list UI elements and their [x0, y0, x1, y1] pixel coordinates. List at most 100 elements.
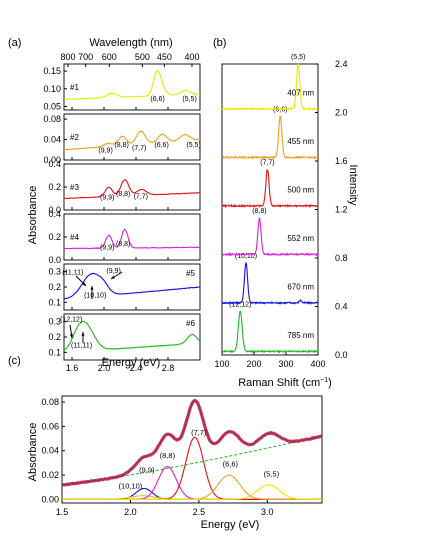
- a-spectrum-2: [63, 130, 201, 151]
- c-component-label: (6,6): [223, 460, 239, 469]
- a-ytick-label: 0.04: [43, 135, 61, 145]
- b-series-label: 500 nm: [287, 186, 314, 195]
- a-ytick-label: 0.2: [48, 232, 61, 242]
- a-ytick-label: 0.2: [48, 282, 61, 292]
- a-peak-label: (12,12): [60, 317, 82, 324]
- b-peak-label: (10,10): [235, 253, 257, 260]
- a-top-tick-label: 400: [184, 52, 199, 62]
- c-component-label: (8,8): [160, 451, 176, 460]
- a-ytick-label: 0.3: [48, 267, 61, 277]
- c-component-label: (5,5): [264, 469, 280, 478]
- a-peak-label: (9,9): [100, 245, 114, 252]
- a-ytick-label: 0.2: [48, 182, 61, 192]
- a-ytick-label: 0.2: [48, 332, 61, 342]
- c-component-(10,10): [62, 487, 322, 500]
- a-ytick-label: 0.10: [43, 84, 61, 94]
- c-xtick-label: 3.0: [261, 507, 274, 517]
- c-ytick-label: 0.00: [41, 494, 59, 504]
- a6-arrow-11-11-head: [81, 332, 85, 336]
- a-sample-name: #6: [186, 319, 195, 328]
- c-measured-spectrum: [61, 398, 323, 487]
- a-xtick-label: 2.8: [162, 363, 175, 373]
- b-peak-label: (5,5): [291, 54, 305, 61]
- a-spectrum-5: [63, 272, 201, 300]
- c-component-(8,8): [62, 465, 322, 500]
- a-ytick-label: 0.1: [48, 347, 61, 357]
- b-frame: [221, 63, 319, 356]
- b-ytick-label: 1.6: [335, 156, 348, 166]
- a-sample-name: #3: [70, 183, 79, 192]
- panel-a-letter: (a): [8, 37, 21, 49]
- a-peak-label: (9,9): [98, 147, 112, 154]
- panel-a: 800 700 600 500 450 400 0.15 0.10 0.05 #1 (6,6) (5,…: [43, 52, 200, 373]
- b-xlabel-close: ): [328, 377, 332, 389]
- b-peak-label: (7,7): [260, 160, 274, 167]
- c-xtick-label: 1.5: [56, 507, 69, 517]
- c-component-label: (9,9): [139, 466, 155, 475]
- b-series-label: 455 nm: [287, 137, 314, 146]
- a-ytick-label: 0.0: [48, 255, 61, 265]
- a-ytick-label: 0.05: [43, 101, 61, 111]
- a-top-tick-label: 500: [135, 52, 150, 62]
- panel-c: 0.08 0.06 0.04 0.02 0.00 1.5 2.0 2.5 3.0 (10,10) (…: [41, 395, 323, 517]
- a-ytick-label: 0.08: [43, 114, 61, 124]
- b-raman-552nm: [221, 217, 319, 257]
- c-ytick-label: 0.08: [41, 397, 59, 407]
- b-xtick-label: 400: [310, 359, 325, 369]
- a-sample-name: #5: [186, 269, 195, 278]
- a-subpanel-frame: [63, 213, 201, 261]
- a-top-tick-label: 450: [157, 52, 172, 62]
- a-xtick-label: 2.0: [98, 363, 111, 373]
- panel-b: 0.0 0.4 0.8 1.2 1.6 2.0 2.4 100 200 300 400 785 nm (…: [214, 54, 347, 369]
- b-raman-670nm: [221, 261, 319, 305]
- a-peak-label: (7,7): [134, 194, 148, 201]
- a-top-axis-title: Wavelength (nm): [89, 37, 172, 49]
- b-ytick-label: 0.8: [335, 253, 348, 263]
- c-component-label: (10,10): [119, 481, 143, 490]
- a-spectrum-3: [64, 179, 201, 200]
- a-peak-label: (7,7): [132, 145, 146, 152]
- a-ytick-label: 0.4: [48, 159, 61, 169]
- b-xlabel-main: Raman Shift (cm: [238, 377, 320, 389]
- c-xtick-label: 2.0: [124, 507, 137, 517]
- panel-c-letter: (c): [8, 355, 21, 367]
- a-peak-label: (5,5): [182, 96, 196, 103]
- a5-arrow-11-11-head: [82, 282, 86, 286]
- b-xtick-label: 200: [246, 359, 261, 369]
- b-series-label: 552 nm: [287, 234, 314, 243]
- a-peak-label: (9,9): [106, 268, 120, 275]
- b-peak-label: (12,12): [229, 302, 251, 309]
- a-top-tick-label: 800: [60, 52, 75, 62]
- b-raman-407nm: [221, 63, 319, 112]
- b-xlabel: Raman Shift (cm−1): [238, 377, 332, 389]
- c-frame: [61, 395, 323, 504]
- a-subpanel-frame: [63, 113, 201, 161]
- b-xtick-label: 100: [214, 359, 229, 369]
- a-ytick-label: 0.4: [48, 209, 61, 219]
- a-peak-label: (11,11): [71, 343, 92, 350]
- b-ytick-label: 0.0: [335, 350, 348, 360]
- b-ytick-label: 0.4: [335, 302, 348, 312]
- a-subpanel-frame: [63, 63, 201, 111]
- b-ylabel: Intensity: [347, 165, 359, 206]
- c-xlabel: Energy (eV): [201, 519, 260, 531]
- a-ytick-label: 0.1: [48, 297, 61, 307]
- a-peak-label: (5,5): [186, 142, 200, 149]
- b-raman-500nm: [221, 169, 319, 209]
- b-xlabel-sup: −1: [320, 377, 328, 384]
- a-ytick-label: 0.0: [48, 205, 61, 215]
- a-subpanel-frame: [63, 163, 201, 211]
- c-component-label: (7,7): [191, 428, 207, 437]
- a-subpanel-frame: [63, 263, 201, 311]
- a-spectrum-4: [63, 228, 200, 250]
- b-series-label: 670 nm: [287, 283, 314, 292]
- panel-b-letter: (b): [213, 37, 226, 49]
- a6-arrow-12-12-head: [69, 334, 73, 338]
- c-background-curve: [61, 435, 323, 486]
- c-component-(5,5): [62, 484, 322, 500]
- a-sample-name: #4: [70, 233, 79, 242]
- a-spectrum-1: [64, 70, 201, 101]
- a-ytick-label: 0.00: [43, 155, 61, 165]
- a-xtick-label: 1.6: [66, 363, 79, 373]
